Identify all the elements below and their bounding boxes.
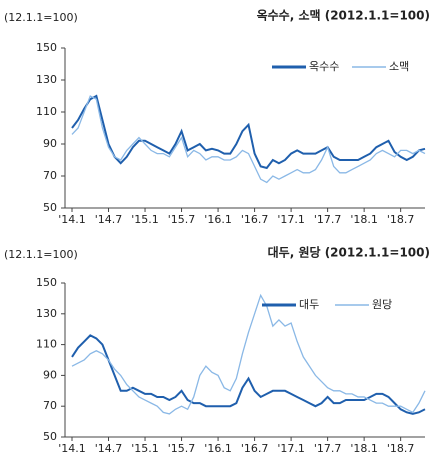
series-line <box>71 334 426 415</box>
y-tick-label: 150 <box>36 276 57 289</box>
y-tick-label: 50 <box>43 201 57 214</box>
x-tick-label: '15.7 <box>168 442 196 455</box>
legend-label: 원당 <box>372 298 392 311</box>
x-tick-label: '14.7 <box>95 442 123 455</box>
y-tick-label: 90 <box>43 368 57 381</box>
series-line <box>71 293 426 415</box>
x-tick-label: '16.7 <box>241 213 269 226</box>
legend-label: 소맥 <box>389 60 409 73</box>
x-tick-label: '15.7 <box>168 213 196 226</box>
x-tick-label: '15.1 <box>131 213 159 226</box>
x-tick-label: '18.7 <box>387 213 415 226</box>
y-tick-label: 90 <box>43 137 57 150</box>
y-tick-label: 130 <box>36 73 57 86</box>
chart-title: 옥수수, 소맥 (2012.1.1=100) <box>257 8 430 23</box>
x-tick-label: '17.1 <box>277 442 305 455</box>
y-tick-label: 150 <box>36 41 57 54</box>
x-tick-label: '14.1 <box>58 213 86 226</box>
x-tick-label: '16.1 <box>204 213 232 226</box>
x-tick-label: '18.1 <box>350 442 378 455</box>
legend-label: 옥수수 <box>309 60 339 73</box>
x-tick-label: '16.1 <box>204 442 232 455</box>
unit-label: (12.1.1=100) <box>4 248 78 261</box>
y-tick-label: 70 <box>43 399 57 412</box>
x-tick-label: '18.1 <box>350 213 378 226</box>
x-tick-label: '15.1 <box>131 442 159 455</box>
legend-label: 대두 <box>299 298 319 311</box>
series-line <box>71 94 426 170</box>
y-tick-label: 130 <box>36 307 57 320</box>
unit-label: (12.1.1=100) <box>4 11 78 24</box>
x-tick-label: '18.7 <box>387 442 415 455</box>
x-tick-label: '16.7 <box>241 442 269 455</box>
y-tick-label: 110 <box>36 338 57 351</box>
x-tick-label: '17.7 <box>314 442 342 455</box>
y-tick-label: 70 <box>43 169 57 182</box>
y-tick-label: 50 <box>43 430 57 443</box>
y-tick-label: 110 <box>36 105 57 118</box>
x-tick-label: '14.7 <box>95 213 123 226</box>
chart-title: 대두, 원당 (2012.1.1=100) <box>268 245 430 260</box>
x-tick-label: '14.1 <box>58 442 86 455</box>
x-tick-label: '17.7 <box>314 213 342 226</box>
x-tick-label: '17.1 <box>277 213 305 226</box>
series-line <box>71 95 426 184</box>
